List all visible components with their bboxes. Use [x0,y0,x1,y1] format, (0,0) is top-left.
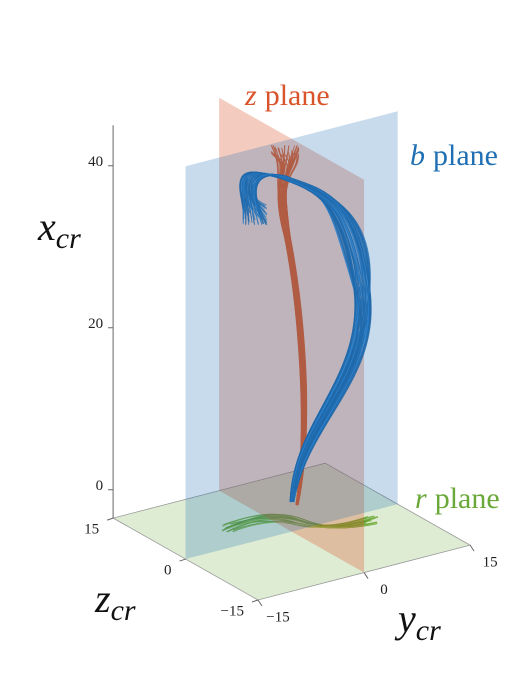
z-tick-label: 15 [84,522,99,538]
y-tick-label: 15 [483,555,498,571]
plane-word: plane [265,79,330,112]
z-tick-label: 0 [164,562,172,578]
zlabel-symbol: z [94,576,111,621]
plane-symbol: z [244,79,257,112]
ylabel-subscript: cr [416,614,441,647]
z-tick [251,599,259,603]
ylabel-symbol: y [394,596,416,641]
ylabel-axis-label: ycr [394,596,441,647]
zlabel-subscript: cr [111,594,136,627]
floor-trace [233,521,378,532]
orange-trajectory [270,152,303,506]
orange-trajectory [270,144,302,506]
xlabel-subscript: cr [56,222,81,255]
floor-trace [221,514,367,531]
xlabel-symbol: x [37,204,56,249]
blue-trajectory [243,172,360,503]
z-tick-label: −15 [221,603,244,619]
y-tick-label: 0 [380,582,388,598]
b-plane [185,111,398,560]
z-tick [106,517,114,521]
orange-trajectory [285,154,307,506]
blue-trajectory [246,173,363,503]
blue-trajectory [253,174,370,503]
y-tick [363,572,369,579]
y-tick-label: −15 [266,609,289,625]
blue-trajectory [246,173,362,503]
y-tick [257,599,263,607]
blue-trajectory [255,174,371,503]
blue-trajectory [240,171,356,503]
z-plane [219,97,365,573]
plane-symbol: r [415,482,427,515]
orange-trajectory [285,145,306,506]
plane-word: plane [433,139,498,172]
orange-trajectory [280,149,304,506]
plane-label: r plane [415,482,500,515]
x-tick-label: 20 [88,316,103,332]
x-tick-label: 40 [88,154,103,170]
xlabel-axis-label: xcr [37,204,81,255]
plane-label: z plane [244,79,330,112]
plane-label: b plane [410,139,498,172]
plane-symbol: b [410,139,425,172]
blue-trajectory [249,173,366,503]
y-tick [469,544,475,552]
x-tick-label: 0 [96,478,104,494]
plane-word: plane [435,482,500,515]
z-tick [179,558,186,562]
zlabel-axis-label: zcr [94,576,136,627]
floor-trace [233,516,379,528]
floor-trace [222,514,368,526]
